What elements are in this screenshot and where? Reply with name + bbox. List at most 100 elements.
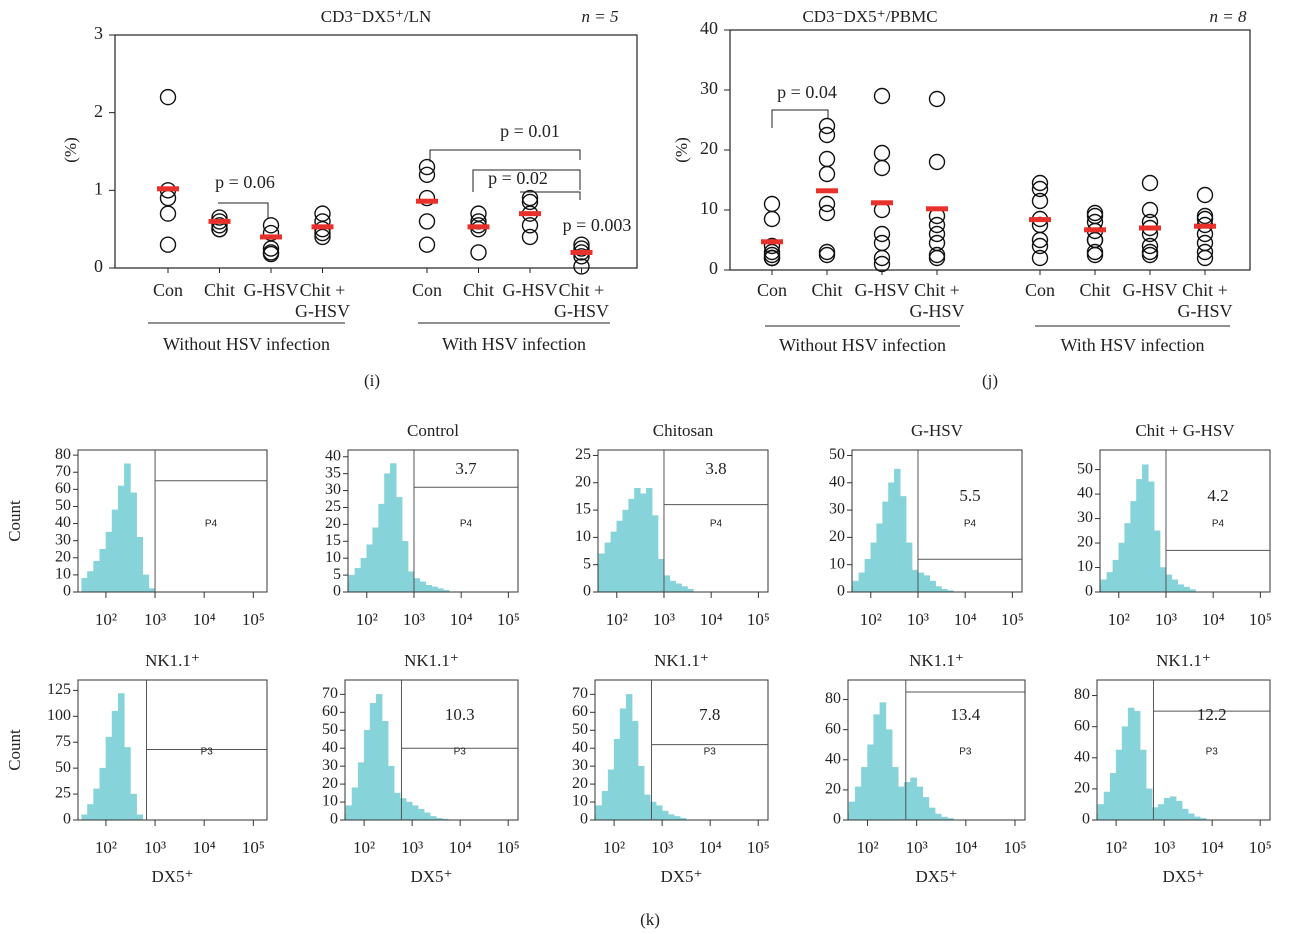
gate-name: P4 xyxy=(205,519,218,530)
histogram-bar xyxy=(396,497,403,592)
histogram-bar xyxy=(87,804,94,820)
y-tick-label: 20 xyxy=(700,138,718,158)
data-point xyxy=(818,204,836,222)
histogram-bar xyxy=(378,503,385,592)
histogram-bar xyxy=(1169,796,1177,820)
sample-size: n = 8 xyxy=(1210,7,1247,26)
histogram-bars xyxy=(1100,464,1196,592)
histogram-bar xyxy=(1153,530,1161,592)
y-tick-label: 5 xyxy=(583,555,591,572)
y-tick-label: 80 xyxy=(55,446,71,463)
chart-title: CD3⁻DX5⁺/LN xyxy=(321,7,432,26)
mean-bar xyxy=(871,200,893,206)
histogram-bar xyxy=(1175,801,1183,820)
y-tick-label: 60 xyxy=(572,703,588,720)
histogram-bar xyxy=(1139,749,1147,820)
x-tick-label: 10² xyxy=(856,838,878,857)
y-tick-label: 10 xyxy=(55,566,71,583)
x-tick-label: Chit + xyxy=(1182,280,1228,300)
data-point xyxy=(521,193,539,211)
histogram-bar xyxy=(651,515,659,592)
y-tick-label: 30 xyxy=(700,78,718,98)
histogram-bars xyxy=(348,463,450,592)
y-tick-label: 40 xyxy=(700,18,718,38)
gate-name: P3 xyxy=(201,747,214,758)
comparison-bracket xyxy=(218,202,269,218)
histogram-bar xyxy=(425,584,432,592)
y-tick-label: 80 xyxy=(1074,686,1090,703)
histogram-bar xyxy=(910,777,917,820)
histogram-bar xyxy=(405,801,413,820)
histogram-bar xyxy=(929,580,936,592)
y-tick-label: 10 xyxy=(1077,558,1093,575)
x-tick-label: 10⁴ xyxy=(193,610,216,629)
gate-percent: 13.4 xyxy=(951,705,981,724)
y-tick-label: 50 xyxy=(55,497,71,514)
plot-frame xyxy=(114,34,638,269)
histogram-bar xyxy=(142,574,150,592)
histogram-bar xyxy=(136,814,144,820)
gate-name: P4 xyxy=(710,519,723,530)
histogram-bar xyxy=(934,813,942,820)
histogram-bar xyxy=(393,792,401,820)
histogram-bar xyxy=(622,509,629,592)
y-tick-label: 10 xyxy=(325,549,341,566)
y-axis-label: Count xyxy=(5,500,24,542)
mean-bar xyxy=(816,188,838,194)
chart-title: Control xyxy=(407,421,459,440)
data-point xyxy=(573,240,590,257)
histogram-bar xyxy=(384,473,391,592)
histogram-bar xyxy=(1159,567,1167,592)
histogram-bar xyxy=(634,487,641,592)
data-point xyxy=(873,249,891,267)
histogram-bar xyxy=(900,496,907,592)
histogram-bar xyxy=(429,816,437,820)
histogram-bar xyxy=(640,493,647,592)
histogram-bar xyxy=(345,805,353,820)
histogram-bar xyxy=(136,537,144,592)
histogram-bar xyxy=(643,794,651,820)
histogram-bar xyxy=(111,710,119,820)
y-axis-label: (%) xyxy=(61,137,80,162)
histogram-bar xyxy=(858,572,866,592)
data-point xyxy=(159,236,177,253)
chart-title: Chitosan xyxy=(653,421,714,440)
histogram-bar xyxy=(657,558,665,592)
y-tick-label: 20 xyxy=(829,528,845,545)
histogram-bars xyxy=(595,694,687,820)
y-tick-label: 40 xyxy=(825,750,841,767)
histogram-bar xyxy=(390,463,397,592)
histogram-bar xyxy=(1157,804,1165,820)
histogram-bar xyxy=(911,569,919,592)
x-tick-label: 10² xyxy=(603,838,625,857)
histogram-bar xyxy=(1115,749,1123,820)
y-tick-label: 50 xyxy=(322,721,338,738)
y-tick-label: 20 xyxy=(322,775,338,792)
x-tick-label: G-HSV xyxy=(1177,301,1232,321)
data-point xyxy=(573,258,590,275)
gate-name: P3 xyxy=(704,747,717,758)
histogram-bar xyxy=(613,738,621,820)
data-point xyxy=(573,248,590,265)
x-tick-label: 10³ xyxy=(906,838,928,857)
histogram-bar xyxy=(413,578,421,592)
data-point xyxy=(763,195,781,213)
data-point xyxy=(1086,243,1104,261)
x-tick-label: Con xyxy=(153,280,183,300)
data-point xyxy=(211,209,228,226)
data-point xyxy=(418,158,436,176)
y-tick-label: 50 xyxy=(829,446,845,463)
data-point xyxy=(928,246,946,264)
histogram-bar xyxy=(917,572,925,592)
y-tick-label: 25 xyxy=(575,446,591,463)
y-tick-label: 35 xyxy=(325,464,341,481)
data-point xyxy=(159,88,177,106)
x-tick-label: 10⁴ xyxy=(193,838,216,857)
y-tick-label: 10 xyxy=(700,198,718,218)
mean-bar xyxy=(208,218,231,224)
histogram-bar xyxy=(130,492,137,592)
y-tick-label: 20 xyxy=(1074,780,1090,797)
x-tick-label: 10⁵ xyxy=(497,838,520,857)
mean-bar xyxy=(416,198,438,204)
y-tick-label: 30 xyxy=(55,531,71,548)
